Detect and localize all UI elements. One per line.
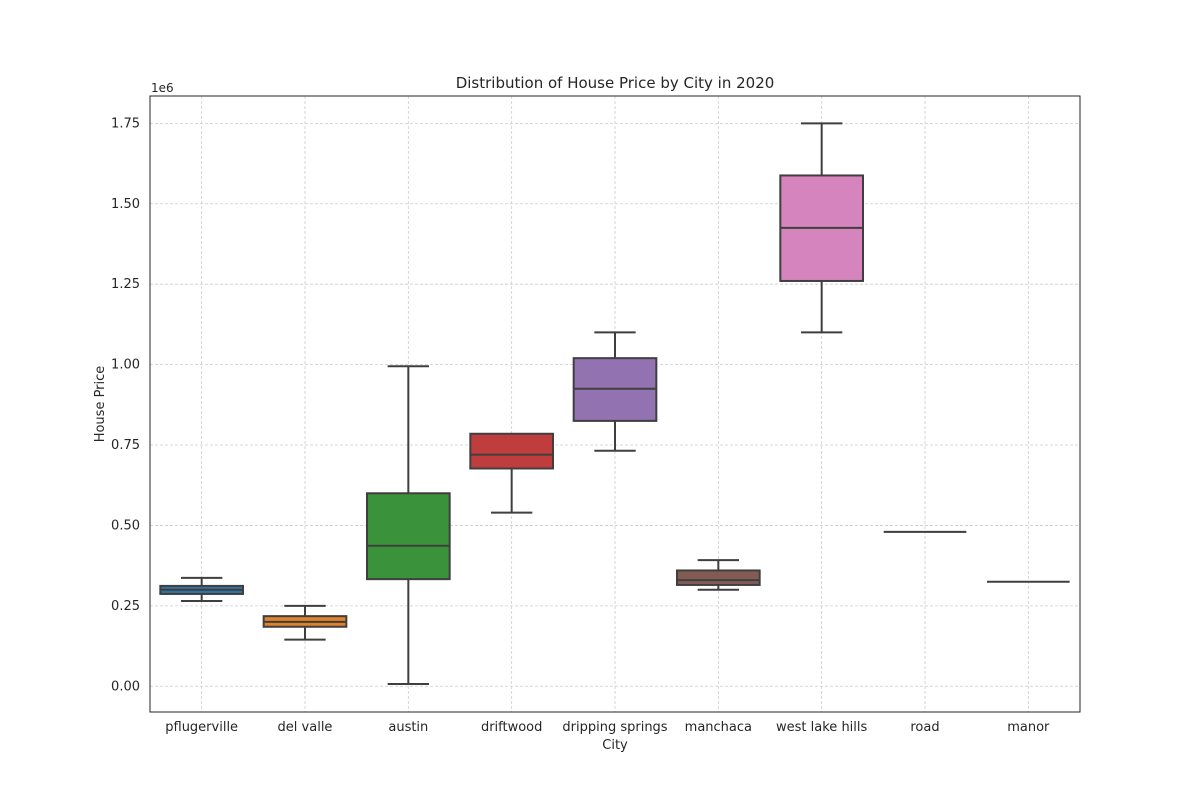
y-tick-label: 1.75 [111, 116, 140, 131]
x-tick-label: driftwood [481, 720, 542, 735]
x-axis-label: City [602, 738, 628, 753]
box-group [159, 576, 244, 603]
box-group [572, 331, 658, 452]
x-tick-labels: pflugerville del valle austin driftwood drip… [165, 720, 1050, 735]
y-tick-label: 0.50 [111, 518, 140, 533]
iqr-box [469, 432, 555, 470]
y-tick-labels: 0.00 0.25 0.50 0.75 1.00 1.25 1.50 1.75 [111, 116, 140, 694]
y-tick-label: 0.25 [111, 599, 140, 614]
box-group [469, 432, 555, 514]
x-tick-label: dripping springs [562, 720, 667, 735]
box-layer [159, 122, 1070, 686]
y-tick-label: 1.00 [111, 358, 140, 373]
x-tick-label: manor [1007, 720, 1050, 735]
chart-title: Distribution of House Price by City in 2… [456, 74, 775, 92]
box-group [366, 365, 451, 686]
x-tick-label: del valle [278, 720, 333, 735]
x-tick-label: road [910, 720, 939, 735]
y-offset-label: 1e6 [151, 81, 174, 95]
x-tick-label: manchaca [685, 720, 752, 735]
iqr-box [676, 569, 761, 586]
box-group [262, 604, 348, 641]
y-tick-label: 1.25 [111, 277, 140, 292]
x-tick-label: austin [388, 720, 428, 735]
y-axis-label: House Price [93, 366, 108, 443]
x-tick-label: pflugerville [165, 720, 238, 735]
y-tick-label: 1.50 [111, 197, 140, 212]
x-tick-label: west lake hills [776, 720, 867, 735]
box-group [779, 122, 864, 334]
box-group [676, 559, 761, 591]
y-tick-label: 0.75 [111, 438, 140, 453]
iqr-box [366, 492, 451, 581]
plot-frame [149, 95, 1081, 713]
y-tick-label: 0.00 [111, 679, 140, 694]
